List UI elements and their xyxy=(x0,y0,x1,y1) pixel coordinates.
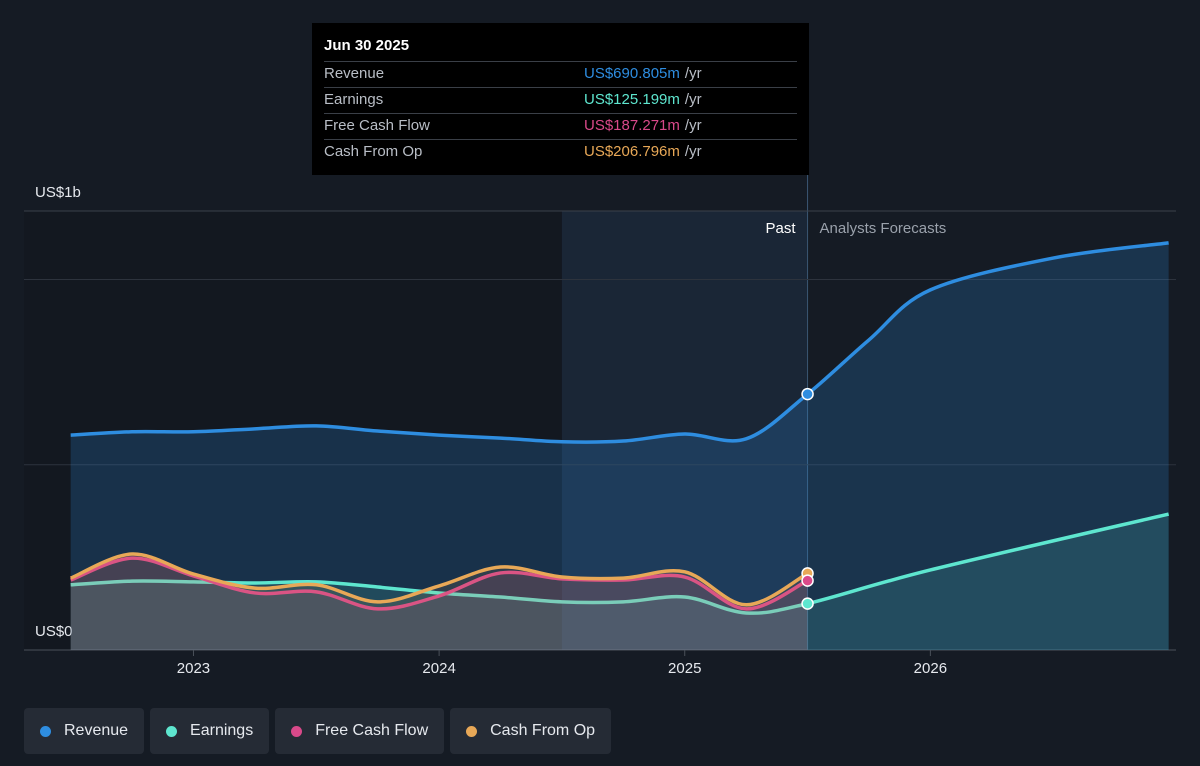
tooltip-label: Cash From Op xyxy=(324,143,423,160)
legend-label: Earnings xyxy=(190,722,254,739)
x-tick-label: 2025 xyxy=(668,660,701,677)
y-tick-label: US$0 xyxy=(35,623,73,640)
tooltip-value: US$125.199m xyxy=(584,91,680,108)
legend-label: Free Cash Flow xyxy=(315,722,429,739)
legend-item[interactable]: Free Cash Flow xyxy=(275,708,445,754)
x-tick-label: 2026 xyxy=(914,660,947,677)
point-marker xyxy=(801,387,814,401)
tooltip-row: Earnings US$125.199m/yr xyxy=(324,87,797,113)
legend-label: Revenue xyxy=(64,722,129,739)
series-area xyxy=(70,242,1169,650)
series-line xyxy=(70,556,809,611)
tooltip-unit: /yr xyxy=(684,91,702,108)
tooltip-value: US$206.796m xyxy=(584,143,680,160)
past-label: Past xyxy=(766,220,797,237)
tooltip-value: US$187.271m xyxy=(584,117,680,134)
tooltip-label: Earnings xyxy=(324,91,384,108)
x-tick-label: 2024 xyxy=(422,660,455,677)
legend-swatch xyxy=(291,725,303,737)
tooltip-unit: /yr xyxy=(684,65,702,82)
tooltip-row: Cash From Op US$206.796m/yr xyxy=(324,139,797,165)
tooltip-value: US$690.805m xyxy=(584,65,680,82)
tooltip-unit: /yr xyxy=(684,143,702,160)
y-tick-label: US$1b xyxy=(35,184,81,201)
series-area xyxy=(70,514,1169,650)
point-marker xyxy=(801,574,814,587)
x-tick-label: 2023 xyxy=(177,660,210,677)
tooltip-label: Revenue xyxy=(324,65,385,82)
tooltip-unit: /yr xyxy=(684,117,702,134)
tooltip-date: Jun 30 2025 xyxy=(324,37,410,54)
legend-swatch xyxy=(466,725,478,737)
tooltip-row: Revenue US$690.805m/yr xyxy=(324,61,797,87)
forecast-label: Analysts Forecasts xyxy=(820,220,947,237)
legend: Revenue Earnings Free Cash Flow Cash From O… xyxy=(24,708,612,754)
series-area xyxy=(70,554,808,650)
series-line xyxy=(69,552,809,607)
legend-swatch xyxy=(166,725,178,737)
legend-item[interactable]: Cash From Op xyxy=(450,708,612,754)
legend-item[interactable]: Earnings xyxy=(150,708,270,754)
legend-swatch xyxy=(40,725,51,737)
point-marker xyxy=(801,597,814,610)
legend-label: Cash From Op xyxy=(490,722,596,739)
tooltip-row: Free Cash Flow US$187.271m/yr xyxy=(324,113,797,139)
series-line xyxy=(70,241,1169,444)
tooltip-label: Free Cash Flow xyxy=(324,117,430,134)
legend-item[interactable]: Revenue xyxy=(24,708,145,754)
tooltip: Jun 30 2025 Revenue US$690.805m/yr Earning… xyxy=(312,23,809,175)
